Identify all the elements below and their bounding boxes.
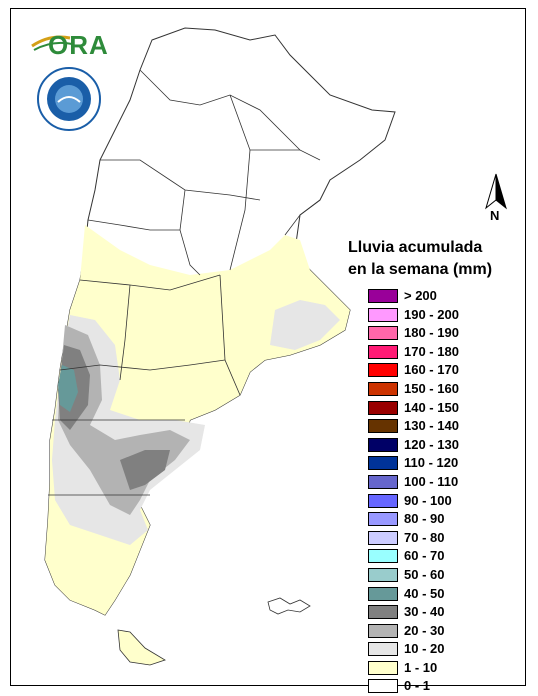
legend-range-label: 170 - 180 [404,343,459,359]
legend-swatch [368,419,398,434]
legend-swatch [368,289,398,303]
ora-swoosh-icon [31,35,73,51]
legend-swatch [368,660,398,675]
legend-range-label: 10 - 20 [404,641,445,657]
legend-swatch [368,530,398,545]
legend-swatch [368,474,398,489]
legend-range-label: 50 - 60 [404,566,445,582]
legend-range-label: 30 - 40 [404,604,445,620]
legend-title: Lluvia acumulada en la semana (mm) [348,237,492,281]
legend-range-label: 100 - 110 [404,473,459,489]
north-label: N [490,208,500,223]
legend-swatch [368,512,398,527]
rain-zone-10-20-east [270,300,340,350]
legend-range-label: 70 - 80 [404,529,445,545]
legend-swatch [368,326,398,341]
ora-logo: ORA [30,28,110,60]
legend-swatch [368,381,398,396]
legend-range-label: 130 - 140 [404,418,459,434]
legend-swatch [368,307,398,322]
legend-range-label: 0 - 1 [404,678,431,694]
legend-title-line1: Lluvia acumulada [348,239,483,256]
legend-range-label: 20 - 30 [404,622,445,638]
legend-swatch [368,456,398,471]
legend-range-label: 180 - 190 [404,325,459,341]
legend-range-label: 80 - 90 [404,511,445,527]
legend-range-label: 40 - 50 [404,585,445,601]
legend-range-label: 110 - 120 [404,455,459,471]
smn-seal-icon [36,66,102,132]
legend-swatch [368,400,398,415]
legend-range-label: 190 - 200 [404,306,459,322]
rain-zone-40-50 [58,365,78,412]
legend-range-label: 60 - 70 [404,548,445,564]
north-arrow-icon [485,173,507,210]
legend-swatch [368,344,398,359]
legend-range-label: > 200 [404,288,437,303]
north-arrow: N [480,172,516,223]
legend-range-label: 160 - 170 [404,362,459,378]
legend-swatch [368,363,398,378]
legend-range-label: 140 - 150 [404,399,459,415]
ora-logo-text: ORA [48,30,109,60]
province-borders [48,69,321,496]
legend-range-label: 1 - 10 [404,659,438,675]
legend-swatch [368,605,398,620]
malvinas-islands [267,597,311,615]
rain-zone-30-40-south [120,450,170,490]
legend-title-line2: en la semana (mm) [348,261,493,278]
legend-swatch [368,549,398,564]
tierra-del-fuego [117,629,166,666]
legend-swatch [368,679,398,694]
legend-swatch [368,642,398,657]
legend-range-label: 120 - 130 [404,436,459,452]
legend-swatch [368,437,398,452]
legend-range-label: 150 - 160 [404,380,459,396]
legend-swatch [368,567,398,582]
legend-range-label: 90 - 100 [404,492,452,508]
legend-swatch [368,623,398,638]
legend-swatch [368,586,398,601]
legend-swatch [368,493,398,508]
